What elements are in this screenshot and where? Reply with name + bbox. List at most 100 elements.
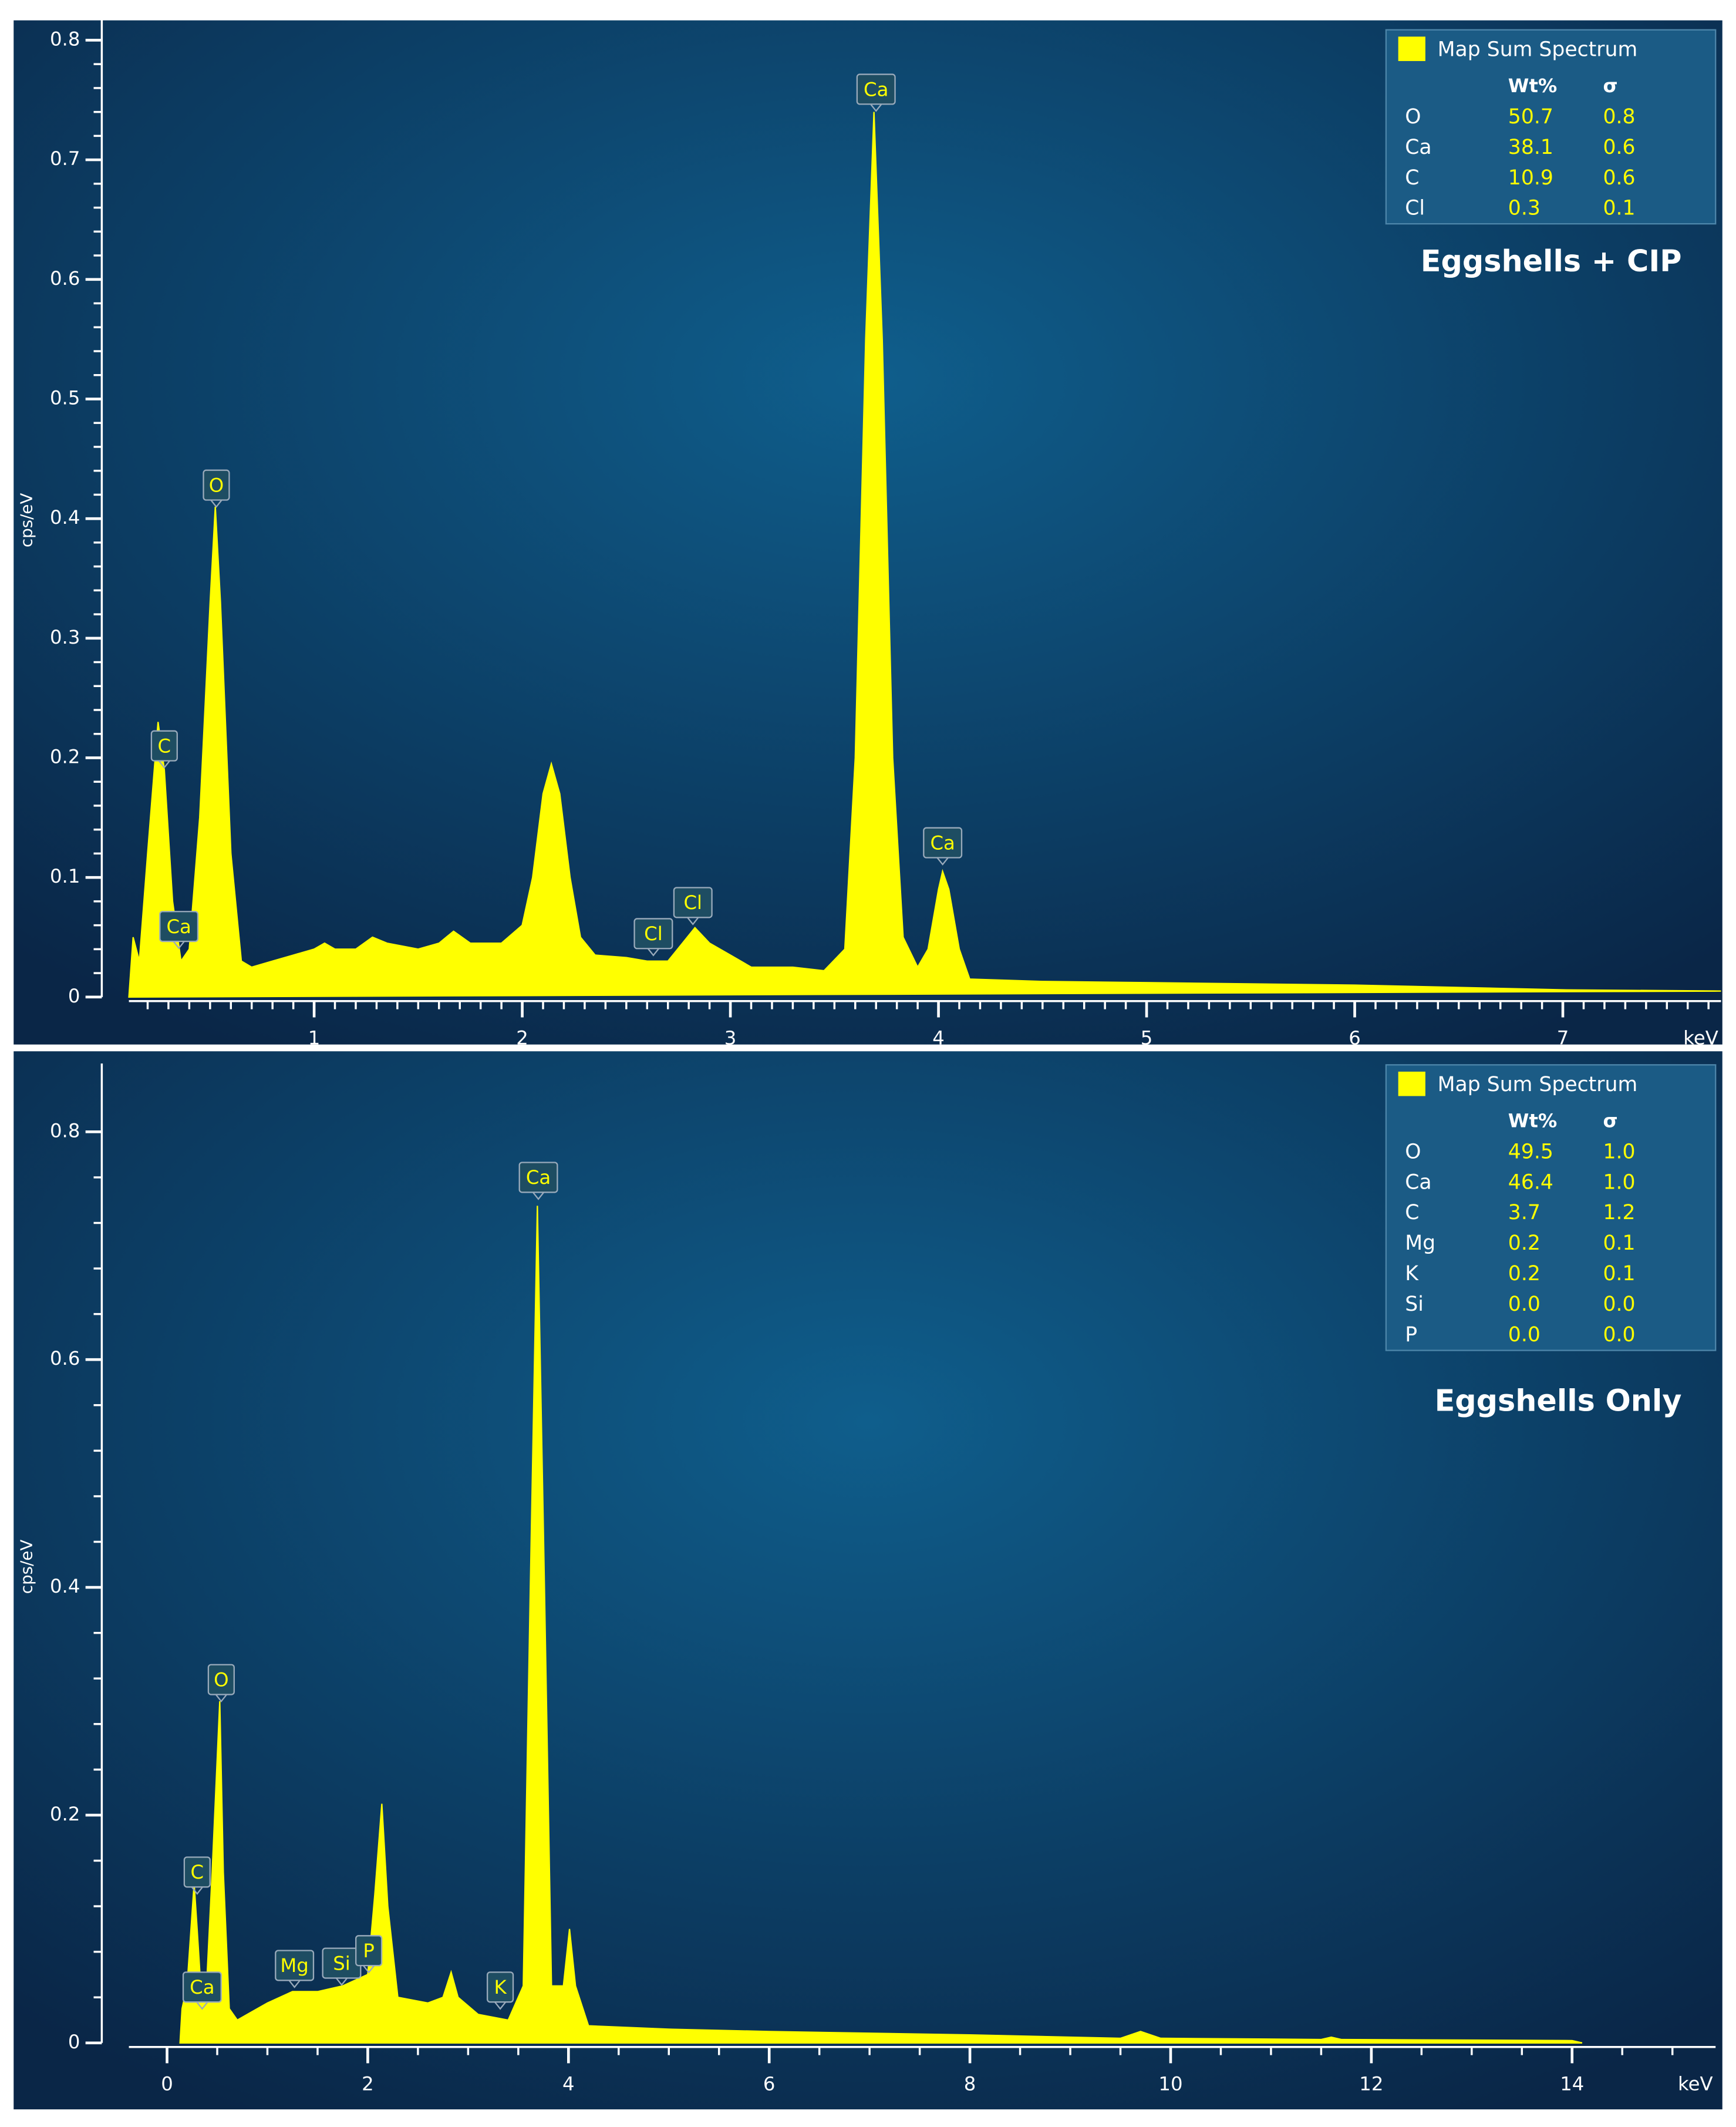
annotation-box [856,73,896,105]
annotation-label: P [363,1940,374,1962]
annotation-pointer [362,1965,375,1974]
x-tick-label: 12 [1359,2072,1383,2095]
x-tick-label: 14 [1560,2072,1584,2095]
annotation-box [182,1971,222,2003]
legend-element: Cl [1405,197,1425,220]
legend-value: 10.9 [1508,166,1553,190]
annotation-label: Mg [280,1954,308,1977]
annotation-pointer [191,1886,203,1895]
legend-sigma: 0.6 [1603,166,1635,190]
annotation-pointer [196,2001,208,2010]
x-tick-label: 5 [1141,1027,1153,1049]
annotation-box [486,1971,514,2003]
y-tick-label: 0.1 [50,865,80,887]
legend-value: 0.0 [1508,1323,1541,1347]
y-tick-label: 0.2 [50,1803,80,1825]
annotation-box [275,1950,315,1981]
annotation-label: Cl [644,923,663,945]
annotation-pointer [532,1192,545,1200]
legend-sigma: 1.2 [1603,1201,1635,1224]
annotation-box [207,1664,235,1695]
annotation-pointer [158,760,170,769]
annotation-box [518,1162,558,1193]
x-tick-label: 8 [964,2072,976,2095]
x-tick-label: 1 [308,1027,321,1049]
legend-title: Map Sum Spectrum [1438,38,1638,61]
x-tick-label: 3 [724,1027,737,1049]
annotation-pointer [210,499,223,508]
legend-column-header: Wt% [1508,75,1558,97]
legend-value: 3.7 [1508,1201,1541,1224]
legend-sigma: 0.6 [1603,136,1635,159]
legend-title: Map Sum Spectrum [1438,1073,1638,1096]
annotation-pointer [936,857,949,866]
y-tick-label: 0 [68,985,80,1007]
y-tick-label: 0.8 [50,28,80,50]
legend-sigma: 1.0 [1603,1140,1635,1163]
spectrum [128,112,1721,998]
x-tick-label: 2 [516,1027,528,1049]
legend-value: 46.4 [1508,1170,1553,1194]
legend-element: K [1405,1262,1419,1285]
annotation-label: O [209,474,224,496]
x-axis-label: keV [1678,2072,1713,2095]
x-tick-label: 4 [562,2072,575,2095]
legend-element: O [1405,1140,1421,1163]
annotation-pointer [687,917,699,925]
y-tick-label: 0.5 [50,386,80,409]
x-tick-label: 7 [1557,1027,1569,1049]
annotation-box [150,730,178,762]
legend-value: 38.1 [1508,136,1553,159]
legend-swatch [1398,36,1425,61]
legend-value: 0.2 [1508,1231,1541,1255]
legend-element: Ca [1405,1170,1431,1194]
annotation-box [183,1856,211,1888]
legend-value: 49.5 [1508,1140,1553,1163]
annotation-label: Ca [864,78,888,100]
annotation-box [923,827,963,859]
legend-sigma: 0.1 [1603,1231,1635,1255]
y-tick-label: 0.8 [50,1119,80,1142]
legend-value: 0.3 [1508,197,1541,220]
annotation-label: Ca [190,1976,214,1998]
legend-box [1385,29,1717,225]
legend-sigma: 0.1 [1603,197,1635,220]
annotation-box [159,911,199,943]
legend-sigma: 1.0 [1603,1170,1635,1194]
y-axis-label: cps/eV [16,493,36,548]
y-tick-label: 0 [68,2031,80,2053]
annotation-pointer [288,1980,301,1988]
legend-sigma: 0.1 [1603,1262,1635,1285]
annotation-pointer [335,1977,348,1986]
annotation-label: Ca [166,916,191,938]
annotation-label: C [158,735,171,757]
annotation-box [673,887,713,918]
annotation-pointer [870,103,882,112]
x-axis-label: keV [1683,1027,1718,1049]
x-tick-label: 0 [161,2072,173,2095]
spectrum [179,1206,1583,2044]
x-tick-label: 2 [362,2072,374,2095]
annotation-label: Ca [526,1166,551,1189]
y-tick-label: 0.3 [50,626,80,648]
annotation-label: K [494,1976,507,1998]
annotation-box [355,1935,383,1967]
legend-value: 0.0 [1508,1293,1541,1316]
annotation-label: Cl [683,891,702,914]
legend-element: C [1405,166,1419,190]
legend-element: Mg [1405,1231,1435,1255]
legend-swatch [1398,1071,1425,1096]
annotation-box [203,469,230,501]
y-tick-label: 0.6 [50,267,80,290]
legend-column-header: σ [1603,75,1617,97]
annotation-box [633,918,673,950]
y-tick-label: 0.2 [50,745,80,768]
annotation-label: Si [333,1952,350,1974]
legend-column-header: Wt% [1508,1109,1558,1132]
legend-value: 50.7 [1508,105,1553,129]
annotation-label: O [214,1668,228,1691]
annotation-pointer [494,2001,507,2010]
y-tick-label: 0.4 [50,1575,80,1597]
